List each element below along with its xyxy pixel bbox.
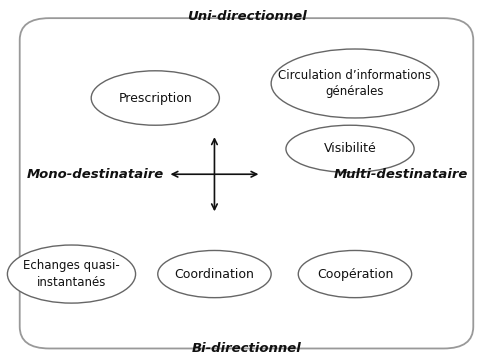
Text: Coordination: Coordination (175, 268, 254, 281)
Text: Echanges quasi-
instantanés: Echanges quasi- instantanés (23, 259, 120, 289)
Text: Multi-destinataire: Multi-destinataire (334, 168, 468, 181)
Ellipse shape (286, 125, 414, 172)
Text: Coopération: Coopération (317, 268, 393, 281)
Ellipse shape (271, 49, 439, 118)
Text: Visibilité: Visibilité (324, 142, 376, 155)
Text: Bi-directionnel: Bi-directionnel (192, 342, 301, 355)
Text: Mono-destinataire: Mono-destinataire (27, 168, 164, 181)
Text: Prescription: Prescription (118, 91, 192, 105)
Text: Uni-directionnel: Uni-directionnel (187, 10, 306, 23)
FancyBboxPatch shape (20, 18, 473, 348)
Ellipse shape (158, 250, 271, 298)
Ellipse shape (91, 71, 219, 125)
Ellipse shape (298, 250, 412, 298)
Ellipse shape (7, 245, 136, 303)
Text: Circulation d’informations
générales: Circulation d’informations générales (279, 69, 431, 98)
